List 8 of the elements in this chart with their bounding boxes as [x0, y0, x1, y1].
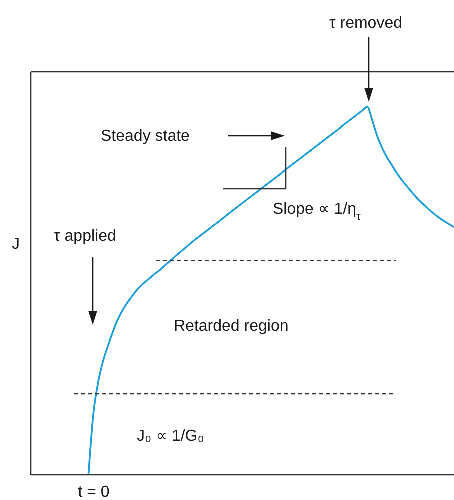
annotation: Steady state	[101, 128, 190, 145]
text: τ removed	[329, 15, 403, 32]
text: t = 0	[78, 484, 110, 500]
y-axis-title: J	[12, 236, 20, 254]
annotation: Retarded region	[174, 318, 289, 335]
annotation: τ applied	[54, 228, 116, 245]
annotation: J₀ ∝ 1/G₀	[137, 428, 204, 445]
annotation: Slope ∝ 1/η$_{τ}$	[273, 201, 362, 223]
